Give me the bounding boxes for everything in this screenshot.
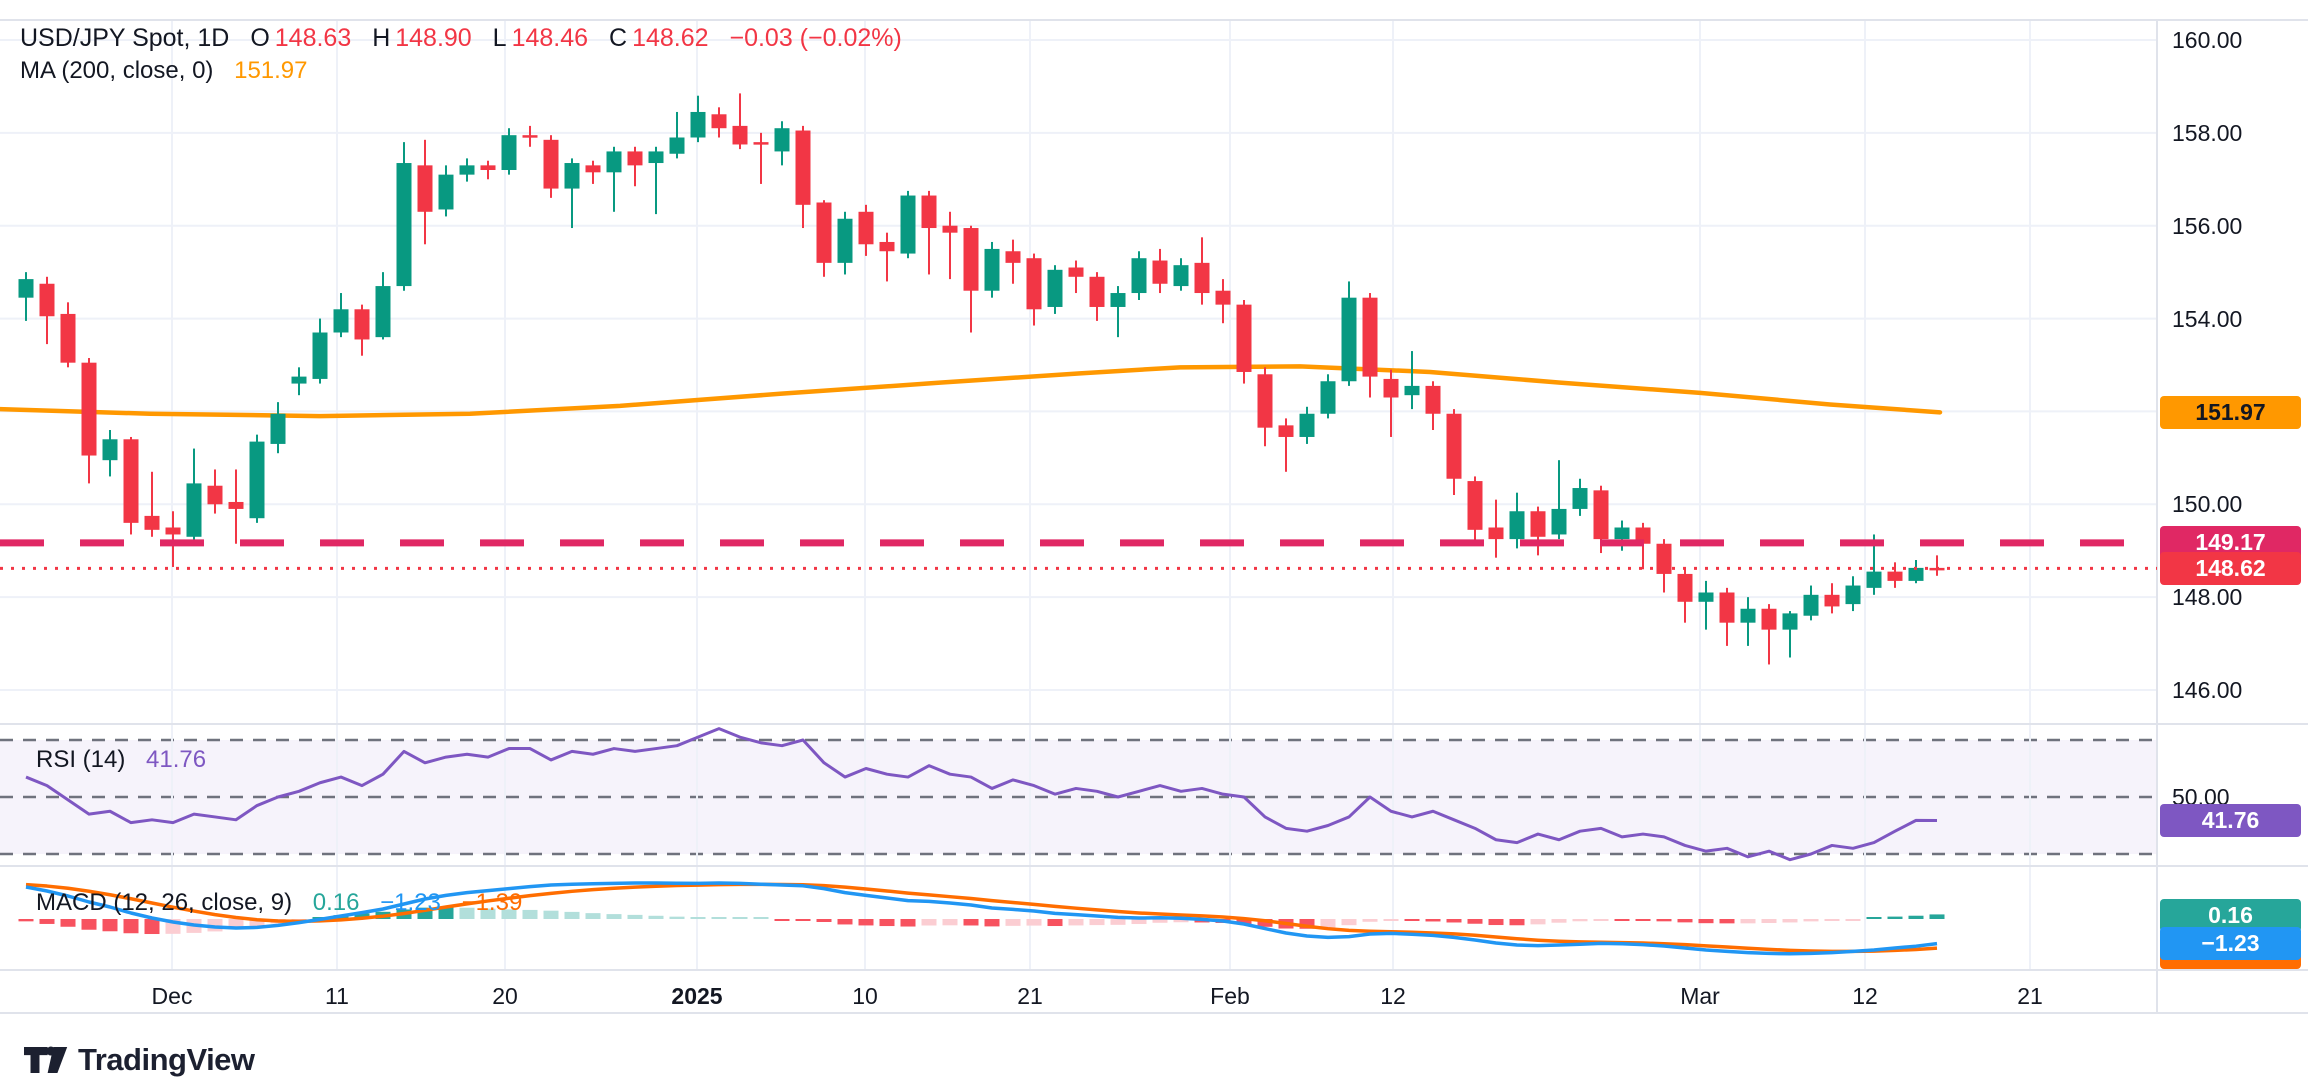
macd-signal-value: −1.39 [461, 889, 523, 916]
rsi-value: 41.76 [146, 746, 207, 773]
rsi-legend[interactable]: RSI (14) 41.76 [36, 746, 206, 774]
brand-name: TradingView [78, 1042, 255, 1077]
time-label-Dec: Dec [151, 983, 193, 1009]
time-label-12: 12 [1380, 983, 1406, 1009]
open-label: O [250, 24, 270, 52]
axis-label-150-00: 150.00 [2172, 491, 2243, 518]
last-price-badge: 148.62 [2160, 551, 2301, 585]
axis-label-158-00: 158.00 [2172, 119, 2243, 146]
macd-label: MACD (12, 26, close, 9) [36, 889, 293, 916]
rsi-badge: 41.76 [2160, 803, 2301, 837]
ma-label: MA (200, close, 0) [20, 57, 214, 84]
low-value: 148.46 [511, 24, 589, 52]
tradingview-logo-icon [24, 1046, 68, 1074]
low-label: L [492, 24, 507, 52]
symbol-legend[interactable]: USD/JPY Spot, 1D O 148.63 H 148.90 L 148.46… [20, 24, 902, 53]
time-label-2025: 2025 [671, 983, 723, 1009]
ma-value: 151.97 [234, 57, 308, 84]
time-label-Mar: Mar [1680, 983, 1720, 1009]
time-label-20: 20 [492, 983, 518, 1009]
close-value: 148.62 [632, 24, 709, 52]
axis-label-146-00: 146.00 [2172, 677, 2243, 703]
axis-label-156-00: 156.00 [2172, 212, 2243, 239]
macd-hist-badge: 0.16 [2160, 899, 2301, 933]
rsi-label: RSI (14) [36, 746, 126, 773]
ma-badge: 151.97 [2160, 396, 2301, 430]
time-label-21: 21 [2017, 983, 2043, 1009]
time-label-Feb: Feb [1210, 983, 1250, 1009]
change-value: −0.03 (−0.02%) [729, 24, 902, 52]
brand-footer: TradingView [24, 1040, 255, 1080]
axis-label-154-00: 154.00 [2172, 305, 2243, 332]
high-label: H [372, 24, 391, 52]
open-value: 148.63 [274, 24, 352, 52]
axis-label-148-00: 148.00 [2172, 584, 2243, 611]
close-label: C [609, 24, 628, 52]
axis-label-160-00: 160.00 [2172, 27, 2243, 53]
time-label-10: 10 [852, 983, 878, 1009]
macd-legend[interactable]: MACD (12, 26, close, 9) 0.16 −1.23 −1.39 [36, 889, 522, 917]
time-label-11: 11 [325, 983, 349, 1009]
high-value: 148.90 [395, 24, 472, 52]
macd-line-value: −1.23 [380, 889, 441, 916]
symbol-title: USD/JPY Spot, 1D [20, 24, 230, 52]
time-label-12: 12 [1852, 983, 1878, 1009]
macd-hist-value: 0.16 [312, 889, 360, 916]
ma-legend[interactable]: MA (200, close, 0) 151.97 [20, 57, 308, 85]
time-label-21: 21 [1017, 983, 1043, 1009]
macd-line-badge: −1.23 [2160, 927, 2301, 961]
